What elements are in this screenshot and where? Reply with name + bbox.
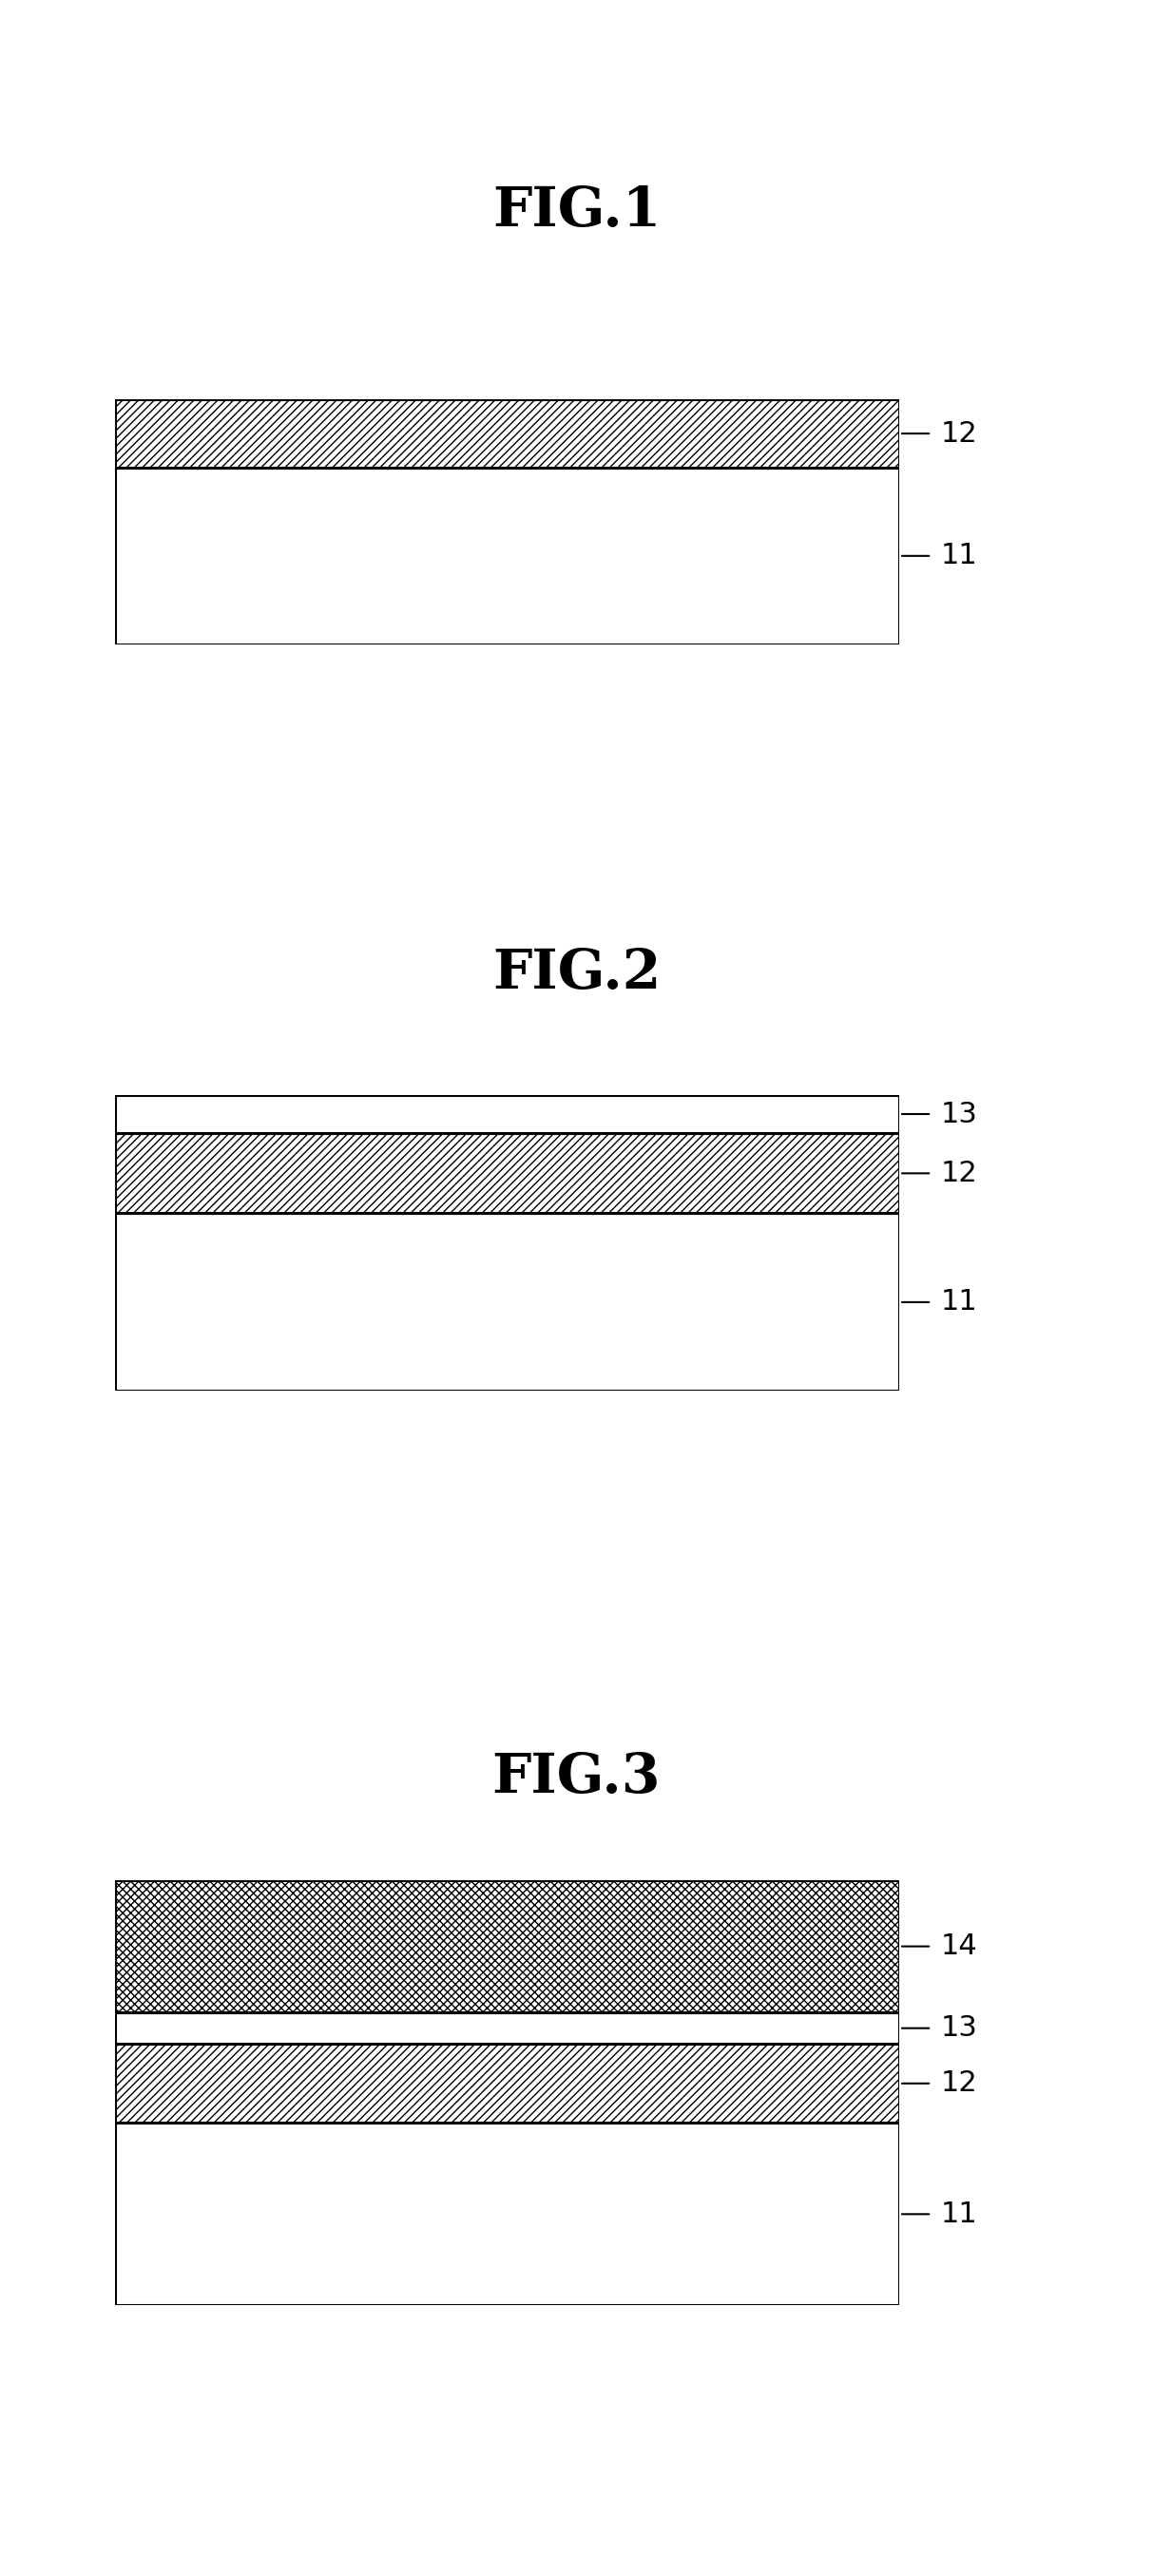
Text: 11: 11 (941, 541, 978, 569)
Text: 12: 12 (941, 420, 978, 448)
Text: 12: 12 (941, 2069, 978, 2097)
Bar (115, 1880, 899, 2012)
Text: FIG.1: FIG.1 (492, 185, 661, 237)
Bar (115, 2012, 899, 2045)
Text: 14: 14 (941, 1932, 978, 1960)
Bar (115, 399, 899, 469)
Bar (115, 1133, 899, 1213)
Text: FIG.3: FIG.3 (492, 1752, 661, 1803)
Bar (115, 2045, 899, 2123)
Bar (115, 2123, 899, 2306)
Bar (115, 469, 899, 644)
Text: 12: 12 (941, 1159, 978, 1188)
Text: 11: 11 (941, 2200, 978, 2228)
Text: 13: 13 (941, 2014, 978, 2043)
Text: FIG.2: FIG.2 (492, 948, 661, 999)
Bar (115, 1213, 899, 1391)
Text: 13: 13 (941, 1100, 978, 1128)
Text: 11: 11 (941, 1288, 978, 1316)
Bar (115, 1095, 899, 1133)
